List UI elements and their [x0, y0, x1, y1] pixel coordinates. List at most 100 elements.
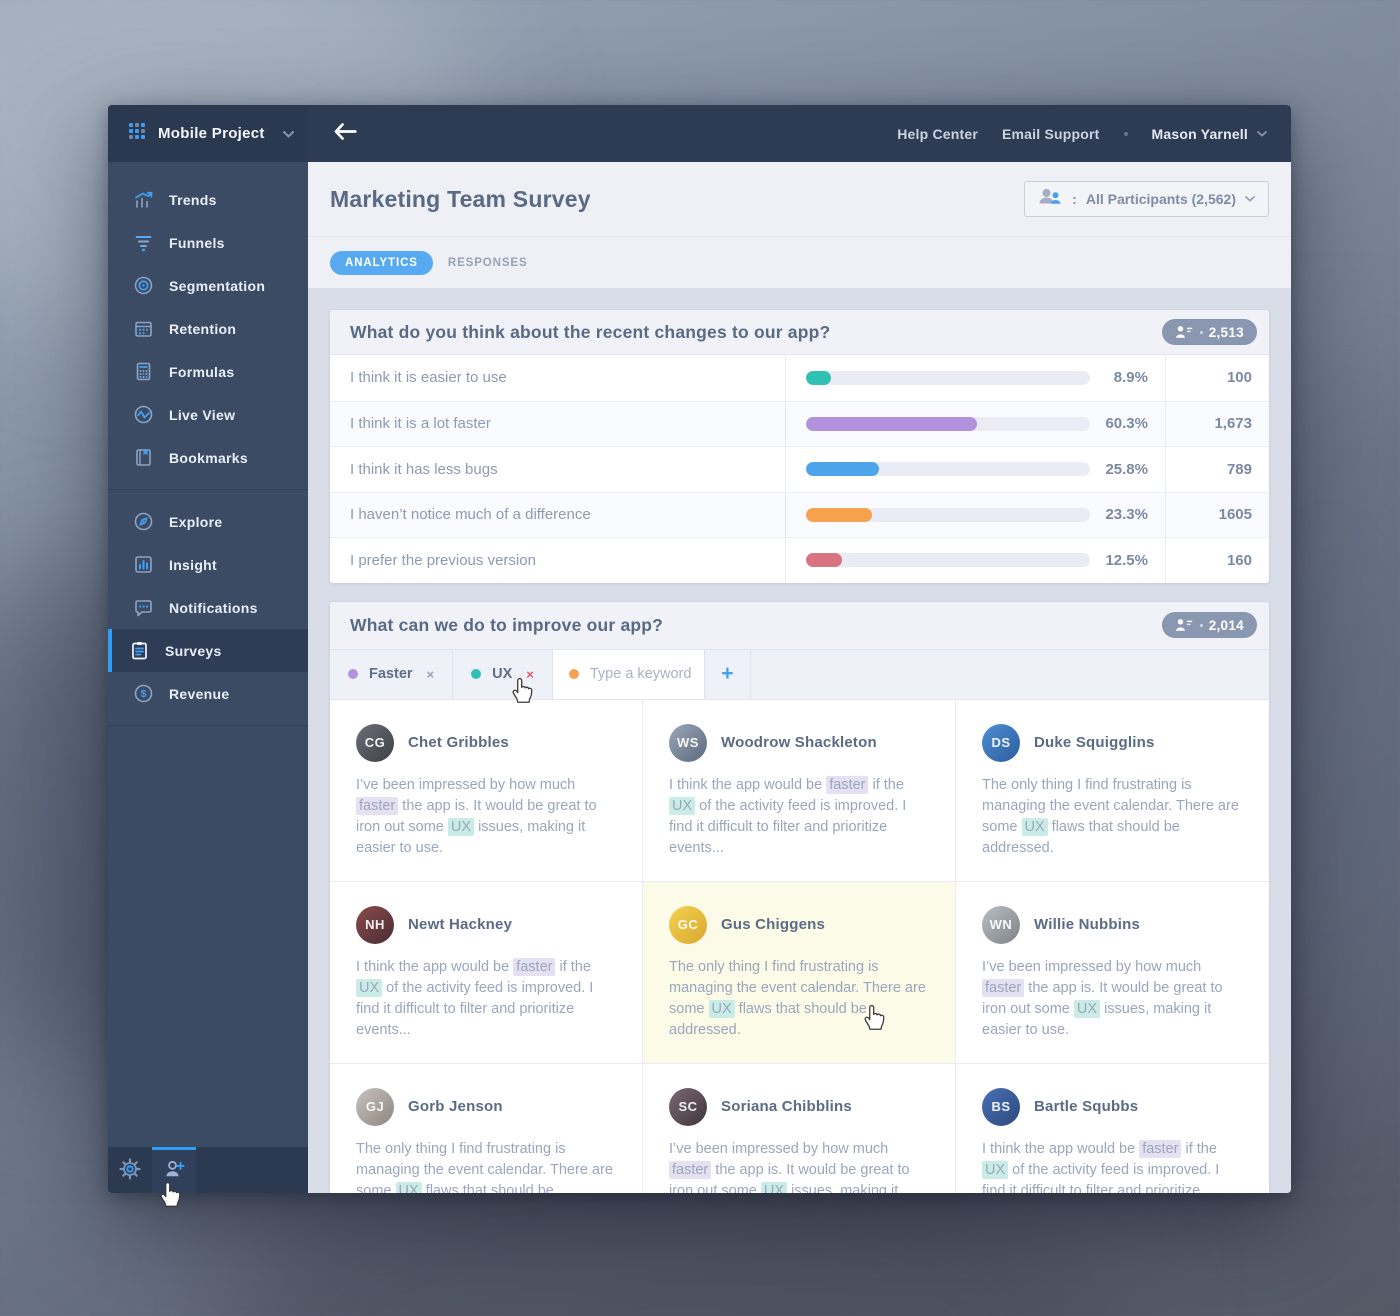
highlighted-keyword: UX: [669, 796, 696, 815]
highlighted-keyword: faster: [513, 957, 556, 976]
respondent-name: Gorb Jenson: [408, 1098, 503, 1116]
response-card[interactable]: WN Willie Nubbins I’ve been impressed by h…: [956, 880, 1269, 1063]
project-switcher[interactable]: Mobile Project: [108, 105, 308, 162]
answer-bar: [806, 416, 978, 431]
funnels-icon: [132, 232, 154, 254]
response-card[interactable]: DS Duke Squigglins The only thing I find f…: [956, 699, 1269, 881]
tab-analytics[interactable]: ANALYTICS: [330, 250, 433, 275]
participants-dropdown[interactable]: : All Participants (2,562): [1024, 181, 1269, 217]
text-segment: of the activity feed is improved. I find…: [669, 797, 907, 856]
keyword-dot: [568, 669, 579, 679]
answer-bar: [806, 462, 880, 477]
user-menu[interactable]: Mason Yarnell: [1152, 126, 1268, 142]
keyword-filter-row: Faster × UX × +: [330, 649, 1269, 700]
question-card-2: What can we do to improve our app? 2,014…: [330, 601, 1269, 1193]
sidebar-item-segmentation[interactable]: Segmentation: [108, 264, 308, 307]
sidebar-item-surveys[interactable]: Surveys: [108, 629, 308, 672]
back-button[interactable]: [334, 122, 357, 145]
sidebar: Mobile Project Trends Funnels Segmentation…: [108, 105, 308, 1193]
avatar: WS: [669, 723, 707, 762]
sidebar-item-live-view[interactable]: Live View: [108, 393, 308, 436]
sidebar-item-revenue[interactable]: $ Revenue: [108, 672, 308, 715]
answer-percent: 25.8%: [1105, 460, 1148, 478]
answer-label: I think it is a lot faster: [330, 401, 786, 446]
live-view-icon: [132, 404, 154, 426]
answer-row: I haven’t notice much of a difference 23.…: [330, 491, 1269, 537]
keyword-chip-faster: Faster ×: [330, 649, 454, 699]
sidebar-item-funnels[interactable]: Funnels: [108, 221, 308, 264]
sidebar-item-label: Explore: [169, 513, 223, 530]
sidebar-item-formulas[interactable]: Formulas: [108, 350, 308, 393]
answer-bar-track: [806, 553, 1090, 568]
keyword-label: Faster: [369, 666, 413, 682]
avatar: GJ: [356, 1087, 394, 1126]
answer-bar-track: [806, 370, 1090, 385]
sidebar-item-label: Insight: [169, 556, 217, 573]
sidebar-item-trends[interactable]: Trends: [108, 178, 308, 221]
remove-keyword-icon[interactable]: ×: [526, 666, 534, 682]
page-title: Marketing Team Survey: [330, 185, 591, 212]
response-card[interactable]: NH Newt Hackney I think the app would be f…: [330, 880, 643, 1063]
email-support-link[interactable]: Email Support: [1002, 125, 1100, 142]
highlighted-keyword: UX: [356, 978, 383, 997]
answer-label: I prefer the previous version: [330, 538, 786, 583]
participants-icon: [1038, 188, 1063, 210]
tab-responses[interactable]: RESPONSES: [447, 256, 528, 269]
keyword-label: UX: [492, 666, 513, 682]
separator-dot: [1123, 131, 1128, 136]
respondent-name: Newt Hackney: [408, 916, 513, 934]
response-card[interactable]: BS Bartle Squbbs I think the app would be …: [956, 1062, 1269, 1193]
content-scroll-area[interactable]: What do you think about the recent chang…: [308, 288, 1291, 1193]
sidebar-item-bookmarks[interactable]: Bookmarks: [108, 436, 308, 479]
sidebar-item-notifications[interactable]: Notifications: [108, 586, 308, 629]
answer-row: I think it has less bugs 25.8% 789: [330, 446, 1269, 492]
question-2-title: What can we do to improve our app?: [350, 614, 664, 635]
response-text: The only thing I find frustrating is man…: [669, 957, 929, 1041]
add-keyword-button[interactable]: +: [705, 649, 751, 699]
sidebar-item-explore[interactable]: Explore: [108, 500, 308, 543]
remove-keyword-icon[interactable]: ×: [426, 666, 435, 682]
response-card[interactable]: CG Chet Gribbles I’ve been impressed by ho…: [330, 699, 643, 881]
highlighted-keyword: faster: [826, 775, 869, 794]
add-user-button[interactable]: [152, 1147, 196, 1193]
sidebar-item-insight[interactable]: Insight: [108, 543, 308, 586]
answer-row: I think it is a lot faster 60.3% 1,673: [330, 400, 1269, 446]
grid-icon: [128, 122, 146, 145]
response-card[interactable]: GJ Gorb Jenson The only thing I find frust…: [330, 1062, 643, 1193]
response-card[interactable]: SC Soriana Chibblins I’ve been impressed b…: [643, 1062, 956, 1193]
app-window: Mobile Project Trends Funnels Segmentation…: [108, 105, 1291, 1193]
text-segment: I’ve been impressed by how much: [669, 1140, 889, 1157]
text-segment: the app is. It would be great to iron ou…: [356, 797, 597, 835]
answer-bar: [806, 553, 842, 568]
keyword-input[interactable]: [589, 666, 700, 682]
sidebar-nav: Trends Funnels Segmentation Retention Formul…: [108, 162, 308, 1147]
avatar: CG: [356, 723, 394, 762]
sidebar-item-label: Formulas: [169, 363, 235, 380]
chevron-down-icon: [1245, 196, 1255, 202]
highlighted-keyword: UX: [760, 1181, 788, 1193]
answer-row: I think it is easier to use 8.9% 100: [330, 355, 1269, 401]
help-center-link[interactable]: Help Center: [897, 125, 978, 142]
text-segment: issues, making it easier to use.: [791, 1182, 899, 1193]
settings-button[interactable]: [108, 1147, 152, 1193]
respondent-name: Soriana Chibblins: [721, 1098, 852, 1116]
answer-label: I haven’t notice much of a difference: [330, 492, 786, 537]
text-segment: I think the app would be: [982, 1140, 1140, 1157]
response-card[interactable]: WS Woodrow Shackleton I think the app woul…: [643, 699, 956, 881]
user-name: Mason Yarnell: [1151, 125, 1248, 142]
text-segment: the app is. It would be great to iron ou…: [669, 1161, 910, 1193]
answer-percent: 12.5%: [1105, 551, 1148, 569]
text-segment: The only thing I find frustrating is man…: [356, 1140, 613, 1193]
response-card[interactable]: GC Gus Chiggens The only thing I find frus…: [643, 880, 956, 1063]
response-text: I think the app would be faster if the U…: [669, 775, 929, 859]
text-segment: I’ve been impressed by how much: [982, 958, 1202, 975]
keyword-dot: [348, 669, 358, 679]
sidebar-item-label: Live View: [169, 406, 236, 423]
keyword-chip-ux: UX ×: [453, 649, 553, 699]
participants-separator: :: [1072, 191, 1077, 207]
responses-grid: CG Chet Gribbles I’ve been impressed by ho…: [330, 699, 1269, 1193]
highlighted-keyword: faster: [1139, 1139, 1182, 1158]
answer-bar-track: [806, 462, 1090, 477]
gear-icon: [118, 1157, 142, 1186]
sidebar-item-retention[interactable]: Retention: [108, 307, 308, 350]
